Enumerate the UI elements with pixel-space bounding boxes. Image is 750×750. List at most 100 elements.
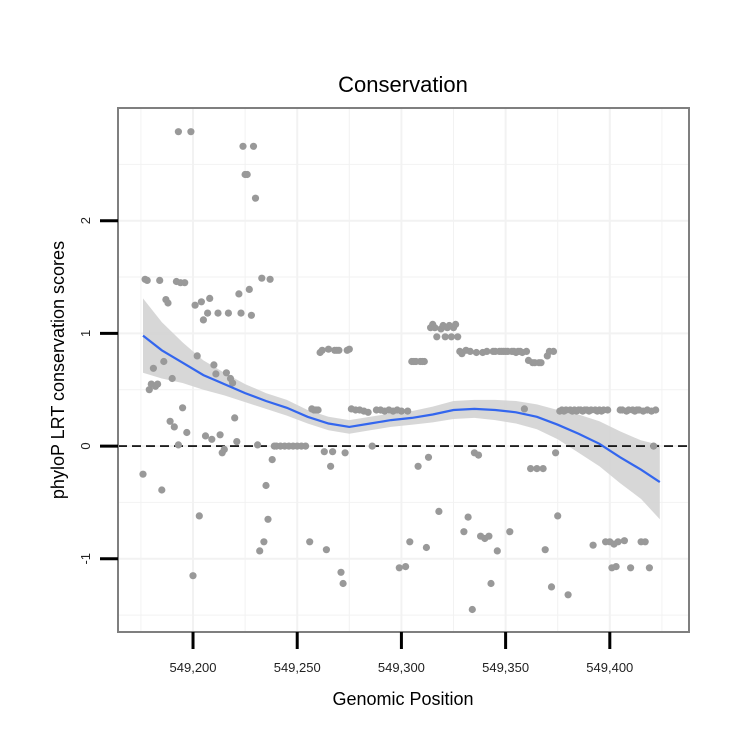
data-point (306, 538, 314, 546)
data-point (183, 428, 191, 437)
data-point (260, 538, 268, 546)
data-point (533, 465, 541, 473)
data-point (318, 346, 326, 354)
data-point (266, 275, 274, 283)
data-point (164, 299, 172, 307)
data-point (589, 541, 597, 549)
data-points (139, 128, 660, 614)
data-point (254, 441, 262, 449)
smooth-line-layer (142, 334, 661, 484)
data-point (320, 448, 328, 456)
data-point (149, 364, 157, 372)
data-point (447, 333, 455, 341)
data-point (268, 456, 276, 464)
data-point (620, 537, 629, 545)
data-point (322, 546, 330, 554)
data-point (547, 583, 556, 591)
data-point (337, 568, 345, 576)
data-point (264, 515, 272, 523)
data-point (468, 605, 476, 614)
y-tick-label: 1 (78, 330, 93, 337)
data-point (208, 435, 216, 443)
data-point (604, 406, 612, 414)
data-point (539, 465, 547, 473)
data-point (364, 408, 372, 416)
data-point (472, 348, 480, 357)
data-point (395, 564, 403, 572)
data-point (206, 294, 214, 302)
data-point (627, 564, 635, 572)
chart-title: Conservation (338, 72, 468, 97)
data-point (156, 276, 164, 284)
data-point (247, 311, 255, 319)
data-point (520, 405, 529, 413)
data-point (251, 194, 260, 202)
x-tick-label: 549,300 (378, 660, 425, 675)
data-point (181, 279, 189, 287)
data-point (454, 333, 462, 341)
data-point (166, 417, 174, 425)
data-point (139, 470, 147, 478)
x-tick-label: 549,200 (170, 660, 217, 675)
data-point (341, 449, 349, 457)
data-point (327, 462, 335, 470)
data-point (368, 442, 376, 450)
data-point (179, 404, 187, 412)
data-point (404, 407, 412, 415)
data-point (229, 379, 237, 387)
data-point (420, 357, 428, 366)
data-point (224, 309, 232, 317)
data-point (493, 547, 501, 555)
data-point (160, 357, 168, 366)
data-point (522, 347, 531, 355)
x-tick-label: 549,350 (482, 660, 529, 675)
data-point (431, 324, 439, 332)
data-point (245, 285, 253, 293)
data-point (537, 359, 545, 367)
data-point (216, 431, 224, 439)
data-point (158, 486, 166, 494)
x-tick-label: 549,400 (586, 660, 633, 675)
panel-border (117, 107, 690, 633)
data-point (237, 309, 245, 317)
data-point (652, 406, 660, 414)
data-point (174, 441, 182, 449)
data-point (210, 361, 218, 369)
data-point (397, 407, 405, 415)
data-point (243, 170, 251, 179)
data-point (645, 564, 654, 572)
data-point (612, 563, 620, 571)
data-point (433, 333, 441, 341)
data-point (239, 142, 247, 150)
data-point (314, 406, 322, 414)
data-point (650, 442, 658, 450)
data-point (220, 445, 228, 453)
data-point (414, 462, 422, 470)
data-point (258, 274, 266, 282)
data-point (329, 448, 337, 456)
smooth-line (142, 334, 661, 484)
data-point (552, 449, 560, 457)
data-point (199, 316, 207, 324)
data-point (464, 513, 472, 521)
data-point (201, 432, 210, 440)
data-point (256, 547, 264, 555)
data-point (197, 298, 205, 306)
data-point (204, 309, 212, 317)
data-point (249, 142, 258, 150)
data-point (222, 369, 230, 377)
y-axis: -1 0 1 2 (78, 217, 118, 565)
y-tick-label: 0 (78, 442, 93, 449)
y-tick-label: -1 (78, 553, 93, 565)
data-point (262, 481, 270, 490)
data-point (422, 543, 430, 552)
data-point (212, 370, 220, 378)
data-point (641, 538, 649, 546)
data-point (485, 532, 493, 540)
data-point (193, 352, 201, 360)
data-point (549, 347, 558, 355)
data-point (302, 442, 310, 450)
data-point (174, 128, 182, 136)
data-point (402, 563, 410, 571)
